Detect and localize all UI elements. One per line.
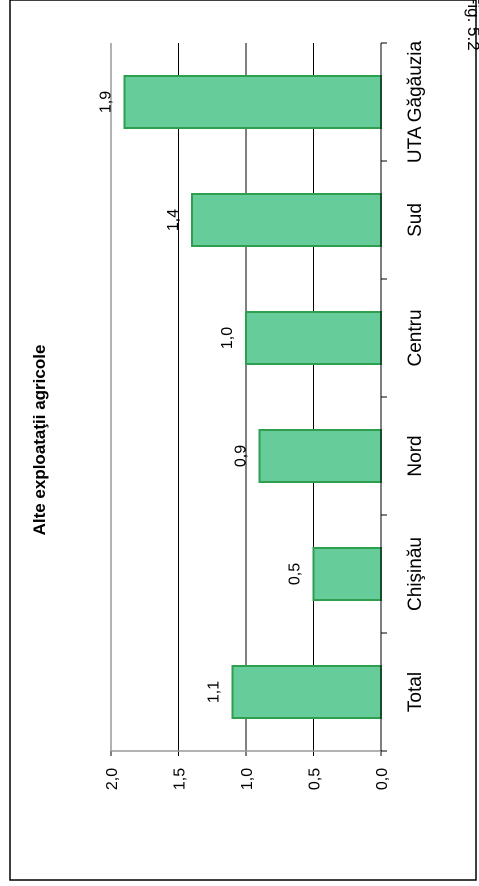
data-label: 0,5 (287, 563, 304, 585)
value-tick-label: 1,5 (172, 768, 189, 790)
bar (312, 547, 382, 601)
bar (245, 311, 382, 365)
category-label: UTA Găgăuzia (405, 40, 426, 163)
labels: 0,0 0,5 1,0 1,5 2,0 1,1 Total 0,5 Chişinău 0,9 Nor… (98, 40, 427, 790)
category-label: Centru (405, 309, 426, 366)
value-tick-label: 0,0 (374, 768, 391, 790)
grid-lines (110, 43, 314, 751)
data-label: 0,9 (233, 445, 250, 467)
bar (231, 665, 382, 719)
data-label: 1,9 (98, 91, 115, 113)
data-label: 1,1 (206, 681, 223, 703)
data-label: 1,4 (165, 209, 182, 231)
data-label: 1,0 (219, 327, 236, 349)
category-label: Nord (405, 435, 426, 476)
bar (258, 429, 382, 483)
bars (123, 75, 382, 719)
bar (123, 75, 382, 129)
axes (110, 42, 387, 756)
category-label: Total (405, 672, 426, 712)
category-label: Chişinău (405, 537, 426, 611)
category-label: Sud (405, 203, 426, 237)
figure-caption: Fig. 5.2 (464, 0, 479, 51)
chart-title: Alte exploataţii agricole (30, 345, 49, 536)
value-tick-label: 1,0 (239, 768, 256, 790)
value-tick-label: 0,5 (307, 768, 324, 790)
value-tick-label: 2,0 (104, 768, 121, 790)
figure-border (9, 0, 477, 881)
bar (191, 193, 382, 247)
